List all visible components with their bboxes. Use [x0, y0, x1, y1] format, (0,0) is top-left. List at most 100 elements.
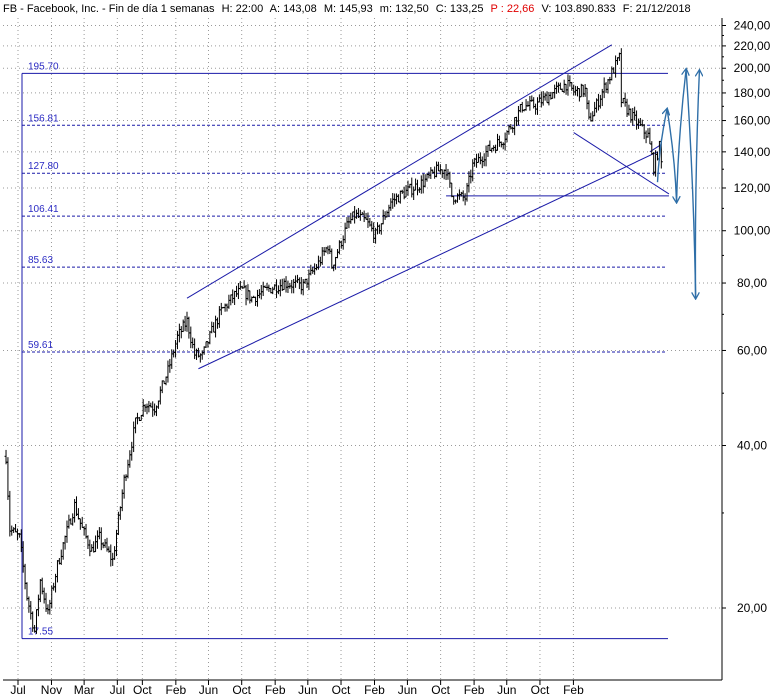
- ohlc-bar: [396, 194, 400, 203]
- ohlc-bar: [299, 277, 303, 295]
- ohlc-bar: [50, 585, 54, 609]
- ohlc-bar: [61, 541, 65, 560]
- x-tick-label: Jun: [199, 683, 218, 697]
- ohlc-bar: [612, 67, 616, 74]
- ohlc-bar: [187, 316, 191, 339]
- ohlc-bar: [271, 286, 275, 295]
- x-tick-label: Jun: [398, 683, 417, 697]
- ohlc-bar: [284, 276, 288, 293]
- ohlc-bar: [423, 174, 427, 188]
- ohlc-bar: [547, 91, 551, 106]
- ohlc-bar: [377, 224, 381, 234]
- ohlc-bar: [246, 284, 250, 301]
- ohlc-bar: [255, 289, 259, 307]
- y-axis: 20,00 40,00 60,00 80,00 100,00 120,00 140,00 16…: [721, 18, 771, 680]
- ohlc-bar: [591, 111, 595, 122]
- ohlc-bar: [172, 349, 176, 358]
- ohlc-bar: [23, 563, 27, 590]
- ohlc-bar: [130, 441, 134, 461]
- ohlc-bar: [301, 279, 305, 296]
- x-tick-label: Oct: [431, 683, 450, 697]
- ohlc-bar: [503, 132, 507, 151]
- ohlc-bar: [78, 518, 82, 530]
- ohlc-bar: [248, 290, 252, 304]
- ohlc-bar: [556, 82, 560, 93]
- ohlc-bar: [566, 74, 570, 96]
- y-tick-label: 100,00: [734, 224, 771, 238]
- projection-arrow: [694, 71, 699, 299]
- ohlc-bar: [67, 514, 71, 529]
- trendlines: [186, 44, 670, 370]
- ohlc-bar: [528, 96, 532, 111]
- ohlc-bar: [42, 587, 46, 604]
- ohlc-bar: [120, 489, 124, 512]
- ohlc-bar: [132, 421, 136, 453]
- projection-arrow: [685, 69, 696, 298]
- header-bar: [0, 0, 772, 18]
- ohlc-bar: [444, 164, 448, 181]
- header-low: m: 132,50: [380, 3, 429, 15]
- ohlc-bar: [265, 282, 269, 291]
- ohlc-bar: [27, 596, 31, 613]
- ohlc-bar: [488, 140, 492, 151]
- ohlc-bar: [495, 133, 499, 151]
- ohlc-bar: [583, 84, 587, 97]
- ohlc-bar: [233, 290, 237, 305]
- ohlc-bar: [193, 338, 197, 360]
- y-tick-label: 60,00: [737, 343, 767, 357]
- ohlc-bar: [568, 75, 572, 87]
- ohlc-bar: [415, 179, 419, 196]
- x-tick-label: Feb: [464, 683, 485, 697]
- ohlc-bar: [524, 99, 528, 111]
- ohlc-bar: [358, 209, 362, 221]
- ohlc-bar: [231, 289, 235, 304]
- ohlc-bar: [215, 317, 219, 329]
- ohlc-bar: [320, 247, 324, 265]
- ohlc-bar: [341, 235, 345, 250]
- header-high: M: 145,93: [324, 3, 373, 15]
- ohlc-bar: [553, 84, 557, 99]
- ohlc-bar: [448, 171, 452, 188]
- ohlc-bar: [412, 186, 416, 201]
- y-tick-label: 120,00: [734, 181, 771, 195]
- header-date: F: 21/12/2018: [623, 3, 691, 15]
- ohlc-bar: [535, 97, 539, 115]
- ohlc-bar: [608, 76, 612, 85]
- ohlc-bar: [204, 341, 208, 349]
- ohlc-bar: [332, 264, 336, 272]
- ohlc-bar: [210, 321, 214, 334]
- ohlc-bar: [151, 401, 155, 417]
- ohlc-bar: [94, 535, 98, 553]
- ohlc-bar: [134, 417, 138, 434]
- ohlc-bar: [328, 245, 332, 255]
- ohlc-bar: [349, 212, 353, 224]
- ohlc-bar: [475, 153, 479, 168]
- ohlc-bar: [311, 267, 315, 274]
- ohlc-bar: [562, 79, 566, 93]
- ohlc-bar: [379, 223, 383, 235]
- fib-level-label: 127.80: [28, 161, 59, 172]
- y-tick-label: 160,00: [734, 114, 771, 128]
- fib-level-label: 106.41: [28, 204, 59, 215]
- x-tick-label: Feb: [165, 683, 186, 697]
- ohlc-bar: [518, 103, 522, 113]
- x-tick-label: Jun: [497, 683, 516, 697]
- ohlc-bar: [145, 403, 149, 415]
- fib-level-label: 85.63: [28, 255, 53, 266]
- fib-level-label: 17.55: [28, 627, 53, 638]
- x-axis: Jul Nov Mar Jul Oct Feb Jun Oct Feb Jun Oct Feb Jun O…: [3, 679, 722, 697]
- ohlc-bar: [156, 400, 160, 409]
- ohlc-bar: [421, 173, 425, 194]
- gridlines: [3, 18, 722, 680]
- ohlc-bar: [648, 127, 652, 145]
- ohlc-bar: [467, 171, 471, 193]
- ohlc-bar: [478, 152, 482, 165]
- ohlc-bar: [261, 281, 265, 297]
- ohlc-bar: [236, 283, 240, 300]
- ohlc-bar: [12, 527, 16, 533]
- ohlc-bar: [650, 141, 654, 155]
- ohlc-bar: [244, 284, 248, 306]
- header-prefix: FB - Facebook, Inc. - Fin de día 1 seman…: [3, 3, 215, 15]
